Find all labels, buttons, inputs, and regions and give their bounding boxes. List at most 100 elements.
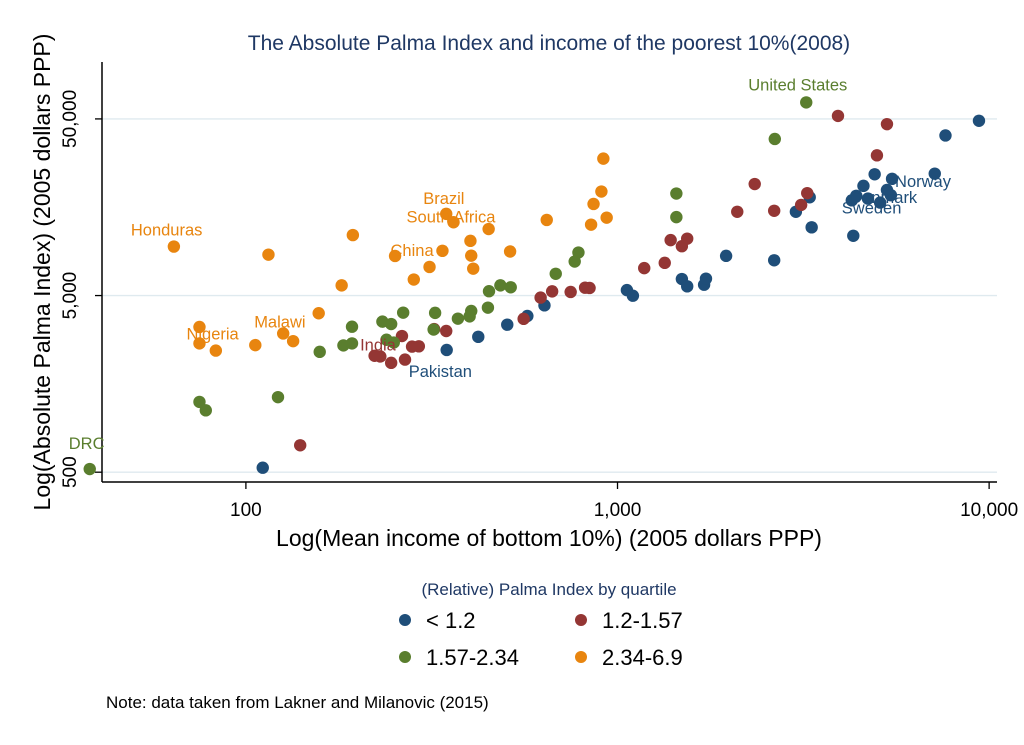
y-axis-label: Log(Absolute Palma Index) (2005 dollars … xyxy=(29,34,55,511)
scatter-point-q2 xyxy=(767,204,781,217)
scatter-point-q3 xyxy=(670,187,683,200)
scatter-point-q1 xyxy=(873,196,887,209)
scatter-point-q2 xyxy=(534,291,547,304)
scatter-point-q4 xyxy=(503,245,517,258)
chart-title: The Absolute Palma Index and income of t… xyxy=(248,32,850,55)
y-tick-label: 500 xyxy=(60,456,81,488)
scatter-point-q2 xyxy=(831,109,845,123)
scatter-point-q3 xyxy=(451,312,465,325)
scatter-point-q2 xyxy=(638,261,651,275)
scatter-point-q4 xyxy=(600,211,613,224)
scatter-point-q4 xyxy=(584,218,598,231)
x-axis-label: Log(Mean income of bottom 10%) (2005 dol… xyxy=(276,525,822,551)
scatter-point-q3 xyxy=(199,404,212,417)
scatter-point-q3 xyxy=(83,462,96,476)
scatter-point-q4 xyxy=(312,307,325,320)
scatter-point-q1 xyxy=(847,229,860,242)
scatter-point-q2 xyxy=(880,117,894,131)
label-united-states: United States xyxy=(748,76,847,94)
scatter-point-q4 xyxy=(346,228,360,242)
scatter-point-q4 xyxy=(587,197,600,211)
scatter-point-q3 xyxy=(549,267,562,280)
label-pakistan: Pakistan xyxy=(409,363,472,381)
scatter-point-q4 xyxy=(249,338,262,352)
scatter-point-q1 xyxy=(972,114,986,127)
scatter-point-q3 xyxy=(387,336,400,349)
scatter-point-q4 xyxy=(465,249,478,262)
scatter-point-q2 xyxy=(517,312,530,326)
scatter-point-q3 xyxy=(313,345,326,359)
scatter-point-q4 xyxy=(193,337,206,350)
label-brazil: Brazil xyxy=(423,190,464,208)
scatter-point-q1 xyxy=(857,179,870,193)
scatter-point-q2 xyxy=(440,324,453,338)
scatter-point-q4 xyxy=(436,244,449,258)
legend-label-q1: < 1.2 xyxy=(426,608,476,633)
legend-label-q4: 2.34-6.9 xyxy=(602,645,683,670)
scatter-point-q4 xyxy=(335,279,348,292)
scatter-point-q3 xyxy=(670,210,683,224)
scatter-point-q4 xyxy=(467,262,480,275)
y-tick-label: 50,000 xyxy=(60,90,81,148)
legend-label-q2: 1.2-1.57 xyxy=(602,608,683,633)
scatter-point-q3 xyxy=(427,323,440,336)
scatter-point-q1 xyxy=(501,318,514,331)
scatter-point-q1 xyxy=(805,221,818,234)
label-drc: DRC xyxy=(69,435,105,453)
scatter-point-q2 xyxy=(384,356,398,370)
legend-marker-q2 xyxy=(575,614,587,626)
scatter-point-q2 xyxy=(412,340,426,353)
scatter-point-q3 xyxy=(572,246,585,259)
scatter-point-q4 xyxy=(540,213,553,227)
legend-title: (Relative) Palma Index by quartile xyxy=(421,580,676,599)
scatter-point-q3 xyxy=(193,395,206,409)
scatter-point-q3 xyxy=(396,306,410,319)
scatter-point-q4 xyxy=(167,240,181,253)
scatter-point-q3 xyxy=(800,96,813,109)
scatter-point-q3 xyxy=(504,281,517,294)
label-nigeria: Nigeria xyxy=(186,325,239,343)
label-south-africa: South Africa xyxy=(407,208,497,226)
scatter-point-q1 xyxy=(939,129,952,142)
scatter-point-q4 xyxy=(595,185,608,198)
scatter-point-q1 xyxy=(868,168,881,181)
scatter-point-q2 xyxy=(658,256,671,270)
x-tick-label: 100 xyxy=(230,500,262,521)
scatter-point-q2 xyxy=(870,149,884,162)
scatter-point-q2 xyxy=(398,353,412,366)
scatter-point-q2 xyxy=(748,177,761,191)
legend-marker-q4 xyxy=(575,651,587,663)
scatter-point-q2 xyxy=(374,350,387,363)
source-note: Note: data taken from Lakner and Milanov… xyxy=(106,693,489,712)
legend-marker-q1 xyxy=(399,614,411,626)
scatter-point-q3 xyxy=(482,285,496,298)
legend: (Relative) Palma Index by quartile < 1.2… xyxy=(399,580,683,670)
scatter-point-q1 xyxy=(767,254,781,267)
scatter-point-q1 xyxy=(885,172,899,186)
scatter-point-q4 xyxy=(423,260,436,274)
legend-label-q3: 1.57-2.34 xyxy=(426,645,519,670)
scatter-point-q1 xyxy=(472,330,485,344)
scatter-point-q4 xyxy=(597,152,610,165)
data-points xyxy=(83,96,986,476)
scatter-point-q2 xyxy=(293,439,307,452)
legend-marker-q3 xyxy=(399,651,411,663)
label-malawi: Malawi xyxy=(254,313,305,331)
scatter-point-q1 xyxy=(699,272,713,285)
scatter-point-q4 xyxy=(193,320,206,334)
scatter-point-q1 xyxy=(884,188,898,202)
scatter-point-q2 xyxy=(664,233,677,247)
axis-ticks: 500 5,000 50,000 100 1,000 10,000 xyxy=(60,90,1018,521)
scatter-point-q2 xyxy=(680,232,694,245)
scatter-point-q3 xyxy=(768,132,781,146)
scatter-point-q1 xyxy=(440,343,453,357)
label-honduras: Honduras xyxy=(131,222,203,240)
scatter-point-q3 xyxy=(428,306,442,320)
scatter-point-q4 xyxy=(447,216,460,229)
scatter-point-q2 xyxy=(545,285,559,298)
scatter-point-q4 xyxy=(407,273,420,286)
x-tick-label: 1,000 xyxy=(594,500,642,521)
scatter-point-q3 xyxy=(345,337,359,350)
label-china: China xyxy=(391,242,435,260)
